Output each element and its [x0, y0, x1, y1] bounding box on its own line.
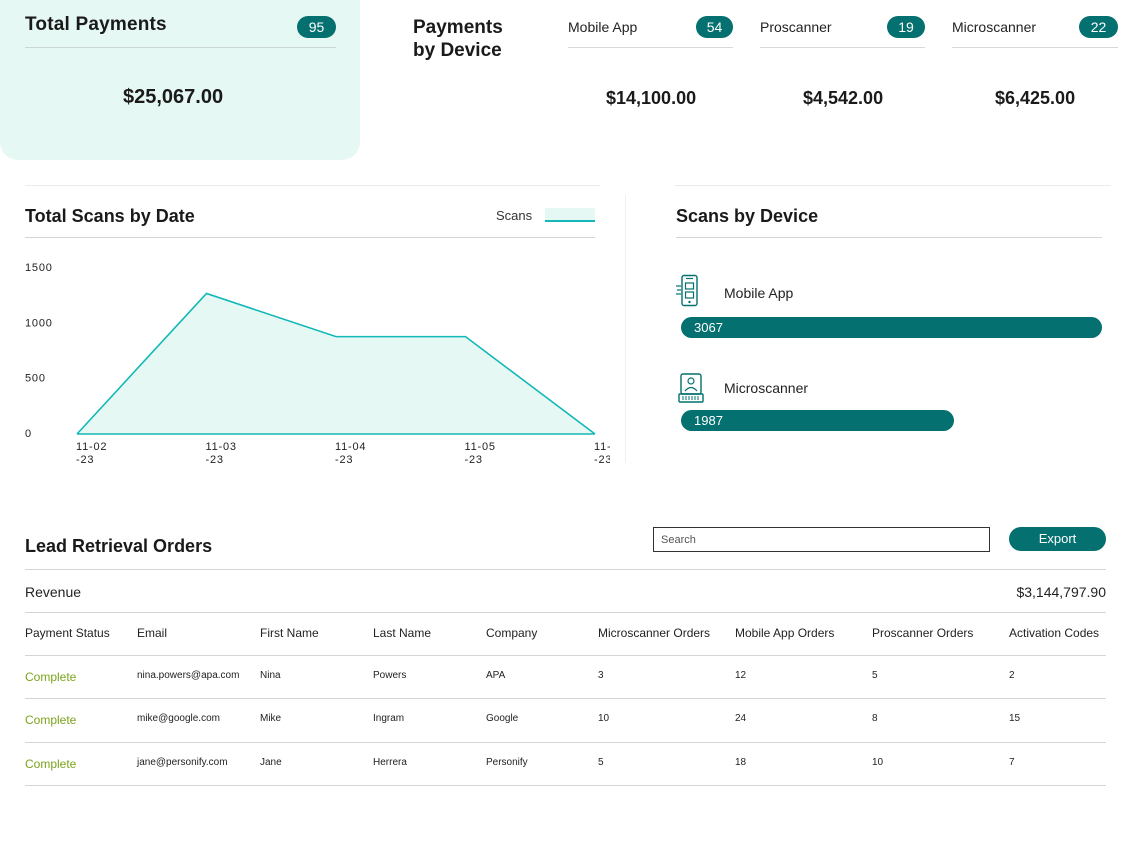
payments-by-device-title-line1: Payments	[413, 17, 503, 38]
column-header[interactable]: Mobile App Orders	[735, 626, 835, 640]
payment-device-label: Mobile App	[568, 19, 638, 35]
email-cell: nina.powers@apa.com	[137, 670, 240, 681]
company-cell: Personify	[486, 757, 528, 768]
revenue-value: $3,144,797.90	[1016, 584, 1106, 600]
scans-by-date-title: Total Scans by Date	[25, 206, 195, 226]
chart-x-tick-label: 11-04 -23	[335, 441, 366, 466]
scans-by-device-title: Scans by Device	[676, 206, 819, 226]
scan-device-label: Mobile App	[724, 285, 794, 301]
chart-series-line	[76, 292, 596, 435]
first-name-cell: Jane	[260, 757, 282, 768]
chart-y-tick-label: 0	[25, 428, 32, 440]
proscanner-orders-cell: 5	[872, 670, 878, 681]
microscanner-icon	[678, 373, 704, 403]
payment-device-amount: $6,425.00	[995, 88, 1076, 108]
payment-status: Complete	[25, 670, 77, 684]
microscanner-orders-cell: 10	[598, 713, 610, 724]
chart-x-tick-label: 11-02 -23	[76, 441, 107, 466]
column-header[interactable]: Proscanner Orders	[872, 626, 974, 640]
activation-codes-cell: 15	[1009, 713, 1021, 724]
payment-status: Complete	[25, 757, 77, 771]
payments-by-device-title: Payments by Device	[413, 16, 503, 62]
payment-device-label: Proscanner	[760, 19, 832, 35]
search-input[interactable]	[653, 527, 990, 552]
chart-y-tick-label: 1500	[25, 262, 53, 274]
column-header[interactable]: Payment Status	[25, 626, 110, 640]
payment-status: Complete	[25, 713, 77, 727]
chart-x-tick-label: 11-03 -23	[206, 441, 237, 466]
scans-by-date-underline	[25, 237, 595, 238]
first-name-cell: Nina	[260, 670, 281, 681]
chart-legend-swatch	[545, 208, 595, 222]
revenue-label: Revenue	[25, 584, 82, 600]
mobile-app-icon	[676, 274, 698, 307]
chart-area-fill	[77, 293, 595, 434]
chart-y-tick-label: 1000	[25, 317, 53, 329]
company-cell: Google	[486, 713, 519, 724]
proscanner-orders-cell: 8	[872, 713, 878, 724]
chart-x-tick-label: 11-06-23	[594, 441, 610, 466]
last-name-cell: Ingram	[373, 713, 405, 724]
chart-x-tick-label: 11-05 -23	[465, 441, 496, 466]
section-divider	[25, 185, 600, 186]
company-cell: APA	[486, 670, 506, 681]
column-header[interactable]: First Name	[260, 626, 319, 640]
payment-device-amount: $14,100.00	[606, 88, 697, 108]
scan-device-bar: 1987	[681, 410, 954, 431]
chart-y-tick-label: 500	[25, 373, 46, 385]
mobile-app-orders-cell: 12	[735, 670, 747, 681]
column-header[interactable]: Last Name	[373, 626, 432, 640]
payment-device-count-badge: 54	[696, 16, 733, 38]
microscanner-orders-cell: 3	[598, 670, 604, 681]
scan-device-label: Microscanner	[724, 380, 809, 396]
column-header[interactable]: Activation Codes	[1009, 626, 1100, 640]
scans-by-device-underline	[676, 237, 1102, 238]
table-row-divider	[25, 698, 1106, 699]
last-name-cell: Herrera	[373, 757, 407, 768]
email-cell: mike@google.com	[137, 713, 220, 724]
total-payments-card: Total Payments 95 $25,067.00	[0, 0, 360, 160]
total-payments-title: Total Payments	[25, 14, 167, 35]
mobile-app-orders-cell: 24	[735, 713, 747, 724]
table-row-divider	[25, 785, 1106, 786]
scan-device-value: 3067	[694, 320, 723, 335]
export-button[interactable]: Export	[1009, 527, 1106, 551]
column-header[interactable]: Microscanner Orders	[598, 626, 711, 640]
orders-divider	[25, 612, 1106, 613]
total-payments-header: Total Payments 95	[25, 14, 336, 48]
last-name-cell: Powers	[373, 670, 407, 681]
payment-device-label: Microscanner	[952, 19, 1037, 35]
section-divider	[675, 185, 1111, 186]
mobile-app-orders-cell: 18	[735, 757, 747, 768]
proscanner-orders-cell: 10	[872, 757, 884, 768]
scan-device-bar: 3067	[681, 317, 1102, 338]
payment-device-count-badge: 22	[1079, 16, 1118, 38]
orders-title: Lead Retrieval Orders	[25, 536, 213, 556]
table-row-divider	[25, 742, 1106, 743]
column-header[interactable]: Company	[486, 626, 538, 640]
orders-divider	[25, 569, 1106, 570]
chart-y-axis: 0 500 1000 1500	[25, 262, 53, 440]
activation-codes-cell: 7	[1009, 757, 1015, 768]
section-divider-vertical	[625, 195, 626, 463]
chart-x-axis: 11-02-23 11-03-23 11-04-23 11-05-23 11-06-23	[76, 441, 610, 466]
scan-device-value: 1987	[694, 413, 723, 428]
chart-legend-label: Scans	[496, 208, 533, 223]
total-payments-count-badge: 95	[297, 16, 336, 38]
payment-device-microscanner: Microscanner 22	[952, 14, 1118, 48]
activation-codes-cell: 2	[1009, 670, 1015, 681]
column-header[interactable]: Email	[137, 626, 168, 640]
email-cell: jane@personify.com	[137, 757, 228, 768]
payment-device-proscanner: Proscanner 19	[760, 14, 925, 48]
payment-device-mobile-app: Mobile App 54	[568, 14, 733, 48]
payment-device-amount: $4,542.00	[803, 88, 884, 108]
microscanner-orders-cell: 5	[598, 757, 604, 768]
first-name-cell: Mike	[260, 713, 282, 724]
payment-device-count-badge: 19	[887, 16, 925, 38]
table-row-divider	[25, 655, 1106, 656]
total-payments-amount: $25,067.00	[123, 86, 224, 108]
payments-by-device-title-line2: by Device	[413, 40, 502, 61]
